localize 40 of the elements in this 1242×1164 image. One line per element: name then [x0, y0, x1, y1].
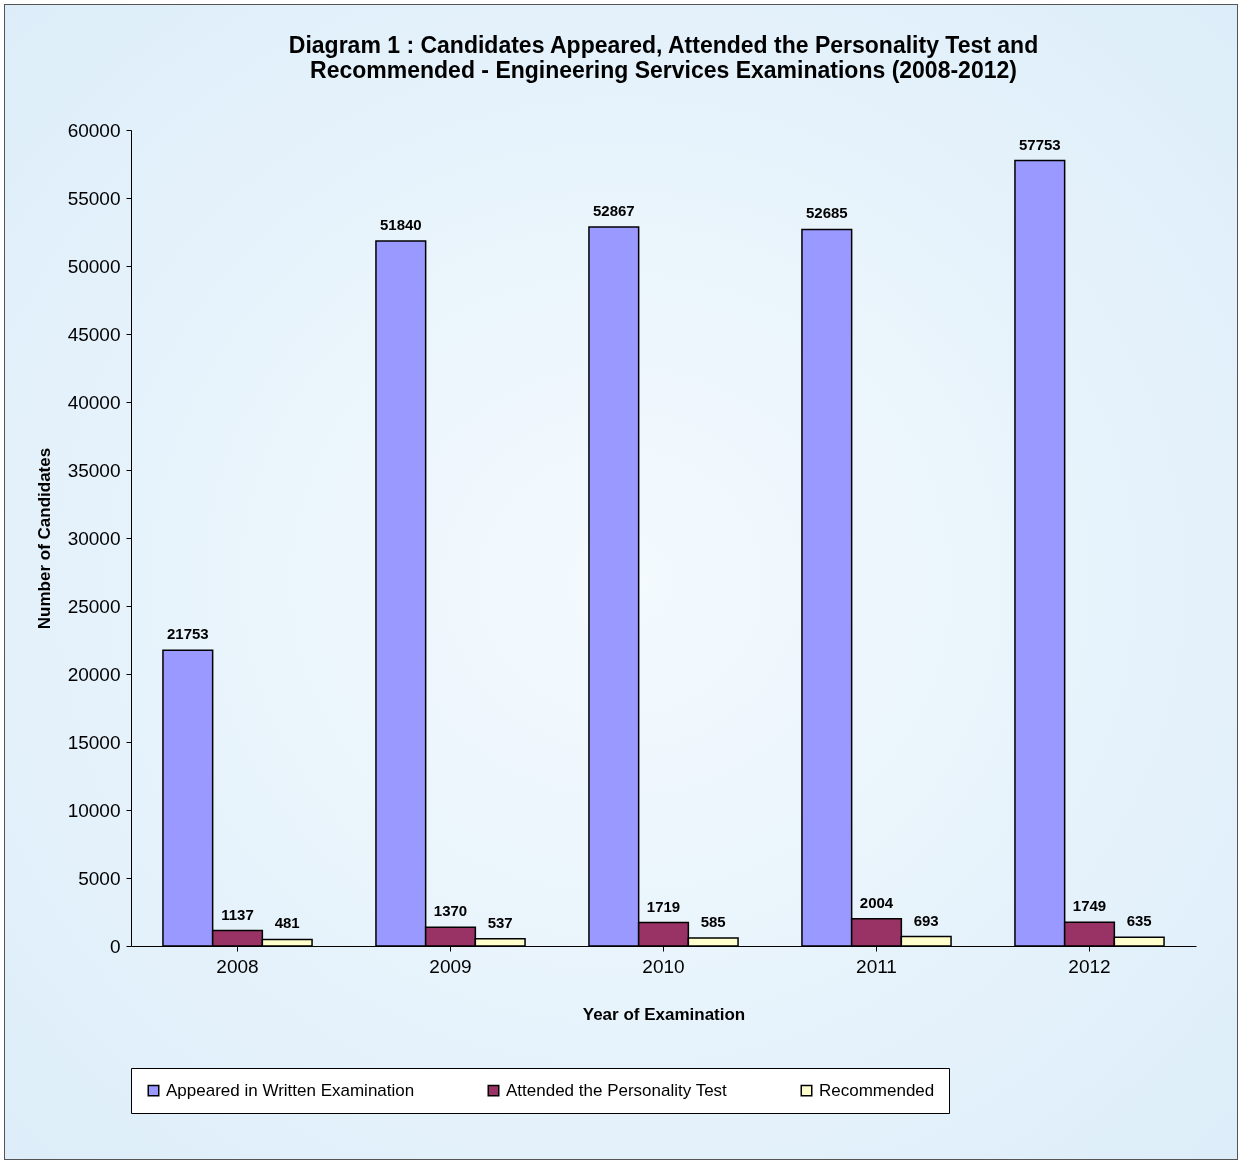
text: Diagram 1 : Candidates Appeared, Attended the Personality Test and	[288, 32, 1039, 58]
x-tick-label: 2012	[1068, 955, 1111, 977]
data-label: 585	[700, 913, 726, 931]
y-tick-label: 60000	[67, 119, 121, 141]
data-label: 537	[487, 913, 513, 931]
data-label: 2004	[859, 893, 894, 911]
legend-label: Recommended	[819, 1080, 935, 1100]
data-label: 52867	[592, 202, 635, 220]
data-label: 21753	[166, 625, 209, 643]
x-axis-title: Year of Examination	[582, 1004, 746, 1024]
y-tick-label: 40000	[67, 391, 121, 413]
y-tick-label: 30000	[67, 527, 121, 549]
y-tick-label: 10000	[67, 799, 121, 821]
legend-label: Appeared in Written Examination	[166, 1080, 415, 1100]
data-label: 1719	[646, 897, 681, 915]
data-label: 52685	[805, 204, 848, 222]
y-tick-label: 0	[109, 935, 121, 957]
data-label: 57753	[1018, 135, 1061, 153]
x-tick-label: 2010	[642, 955, 685, 977]
y-axis-title: Number of Candidates	[34, 447, 54, 630]
x-tick-label: 2008	[216, 955, 259, 977]
y-tick-label: 45000	[67, 323, 121, 345]
y-tick-label: 50000	[67, 255, 121, 277]
data-label: 693	[913, 911, 939, 929]
data-label: 635	[1126, 912, 1152, 930]
data-label: 51840	[379, 215, 422, 233]
y-tick-label: 55000	[67, 187, 121, 209]
y-tick-label: 20000	[67, 663, 121, 685]
x-tick-label: 2011	[856, 955, 897, 977]
y-tick-label: 5000	[78, 867, 121, 889]
data-label: 481	[274, 914, 300, 932]
legend-label: Attended the Personality Test	[506, 1080, 728, 1100]
y-tick-label: 25000	[67, 595, 121, 617]
y-tick-label: 35000	[67, 459, 121, 481]
data-label: 1137	[221, 905, 254, 923]
x-tick-label: 2009	[429, 955, 472, 977]
data-label: 1749	[1072, 897, 1107, 915]
data-label: 1370	[433, 902, 468, 920]
y-tick-label: 15000	[67, 731, 121, 753]
text: Recommended - Engineering Services Examinations (2008-2012)	[310, 57, 1017, 83]
